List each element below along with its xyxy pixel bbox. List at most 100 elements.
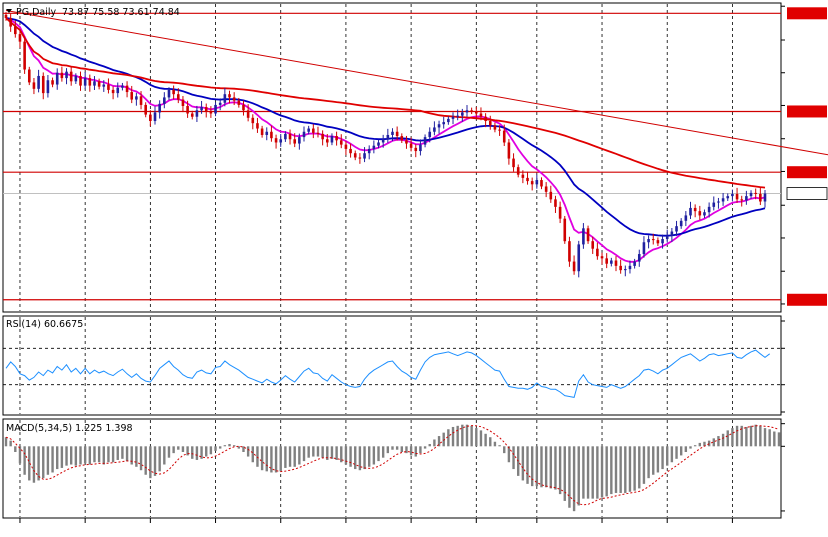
macd-histogram-bar [228, 444, 231, 447]
macd-histogram-bar [633, 446, 636, 491]
candle-body [242, 104, 245, 111]
macd-histogram-bar [530, 446, 534, 487]
candle-body [335, 136, 338, 141]
macd-histogram-bar [307, 446, 310, 458]
macd-histogram-bar [661, 446, 664, 470]
macd-histogram-bar [419, 446, 422, 454]
macd-histogram-bar [405, 446, 408, 454]
macd-histogram-bar [735, 425, 739, 447]
macd-histogram-bar [684, 446, 688, 452]
candle-body [544, 186, 548, 192]
macd-histogram-bar [652, 446, 655, 475]
candle-body [41, 75, 45, 94]
level-price-tag [787, 166, 827, 179]
macd-histogram-bar [344, 446, 348, 465]
candle-body [693, 207, 697, 212]
candle-body [181, 99, 185, 106]
candle-body [414, 147, 418, 152]
current-price-tag [786, 187, 828, 200]
macd-histogram-bar [777, 432, 781, 447]
macd-histogram-bar [9, 440, 12, 447]
macd-histogram-bar [153, 446, 157, 476]
candle-body [377, 142, 380, 146]
candle-body [572, 261, 576, 272]
candle-body [274, 138, 278, 143]
candle-body [232, 97, 236, 101]
macd-histogram-bar [83, 446, 87, 464]
macd-histogram-bar [358, 446, 362, 471]
candle-body [65, 71, 68, 79]
symbol-label: PG,Daily [16, 7, 57, 18]
macd-histogram-bar [740, 425, 743, 447]
macd-histogram-bar [731, 428, 734, 447]
candle-body [79, 75, 82, 86]
macd-histogram-bar [535, 446, 539, 487]
price-panel [2, 2, 828, 313]
macd-histogram-bar [754, 424, 757, 447]
macd-histogram-bar [116, 446, 119, 460]
macd-histogram-bar [242, 446, 245, 452]
candle-body [111, 89, 115, 94]
candle-body [488, 121, 492, 126]
macd-histogram-bar [507, 446, 511, 463]
macd-histogram-bar [749, 425, 753, 447]
macd-histogram-bar [582, 446, 585, 499]
candle-body [712, 202, 716, 207]
candle-body [423, 137, 427, 145]
candle-body [549, 191, 553, 200]
candle-body [493, 125, 497, 130]
macd-histogram-bar [773, 431, 776, 447]
candle-body [74, 75, 78, 82]
candle-body [83, 78, 87, 86]
macd-histogram-bar [177, 446, 180, 450]
macd-histogram-bar [246, 446, 250, 457]
candle-body [139, 96, 143, 105]
candle-body [107, 84, 110, 90]
macd-histogram-bar [558, 446, 562, 495]
candle-body [689, 207, 692, 216]
candle-body [679, 220, 683, 227]
macd-histogram-bar [60, 446, 64, 468]
candle-body [9, 18, 12, 27]
rsi-line [5, 349, 771, 398]
macd-histogram-bar [670, 446, 674, 463]
candle-body [228, 94, 231, 98]
candle-body [530, 181, 534, 185]
candle-body [46, 80, 50, 94]
candle-body [223, 94, 227, 103]
time-axis [19, 518, 733, 523]
candle-body [391, 131, 394, 135]
candle-body [279, 139, 283, 143]
macd-histogram-bar [209, 446, 213, 455]
candle-body [14, 26, 17, 35]
macd-histogram-bar [400, 446, 403, 452]
candle-body [717, 201, 720, 203]
macd-histogram-bar [302, 446, 306, 462]
macd-histogram-bar [97, 446, 101, 463]
candle-body [190, 113, 194, 117]
macd-histogram-bar [42, 446, 45, 479]
macd-histogram-bar [111, 446, 115, 463]
candle-body [88, 78, 92, 86]
macd-histogram-bar [591, 446, 594, 499]
candle-body [344, 144, 348, 149]
rsi-title: RSI(14) 60.6675 [6, 319, 83, 330]
candle-body [265, 131, 269, 135]
macd-histogram-bar [414, 446, 417, 457]
macd-histogram-bar [186, 446, 189, 456]
candle-body [633, 261, 636, 266]
candle-body [302, 131, 306, 138]
candle-body [605, 258, 608, 264]
dropdown-triangle-icon[interactable] [6, 9, 12, 13]
macd-histogram-bar [563, 446, 566, 501]
candle-body [684, 215, 688, 221]
macd-histogram-bar [647, 446, 650, 479]
candle-body [298, 137, 301, 144]
rsi-panel [2, 315, 785, 416]
macd-histogram-bar [600, 446, 604, 498]
macd-histogram-bar [51, 446, 54, 473]
macd-histogram-bar [270, 446, 273, 473]
candle-body [675, 226, 678, 232]
